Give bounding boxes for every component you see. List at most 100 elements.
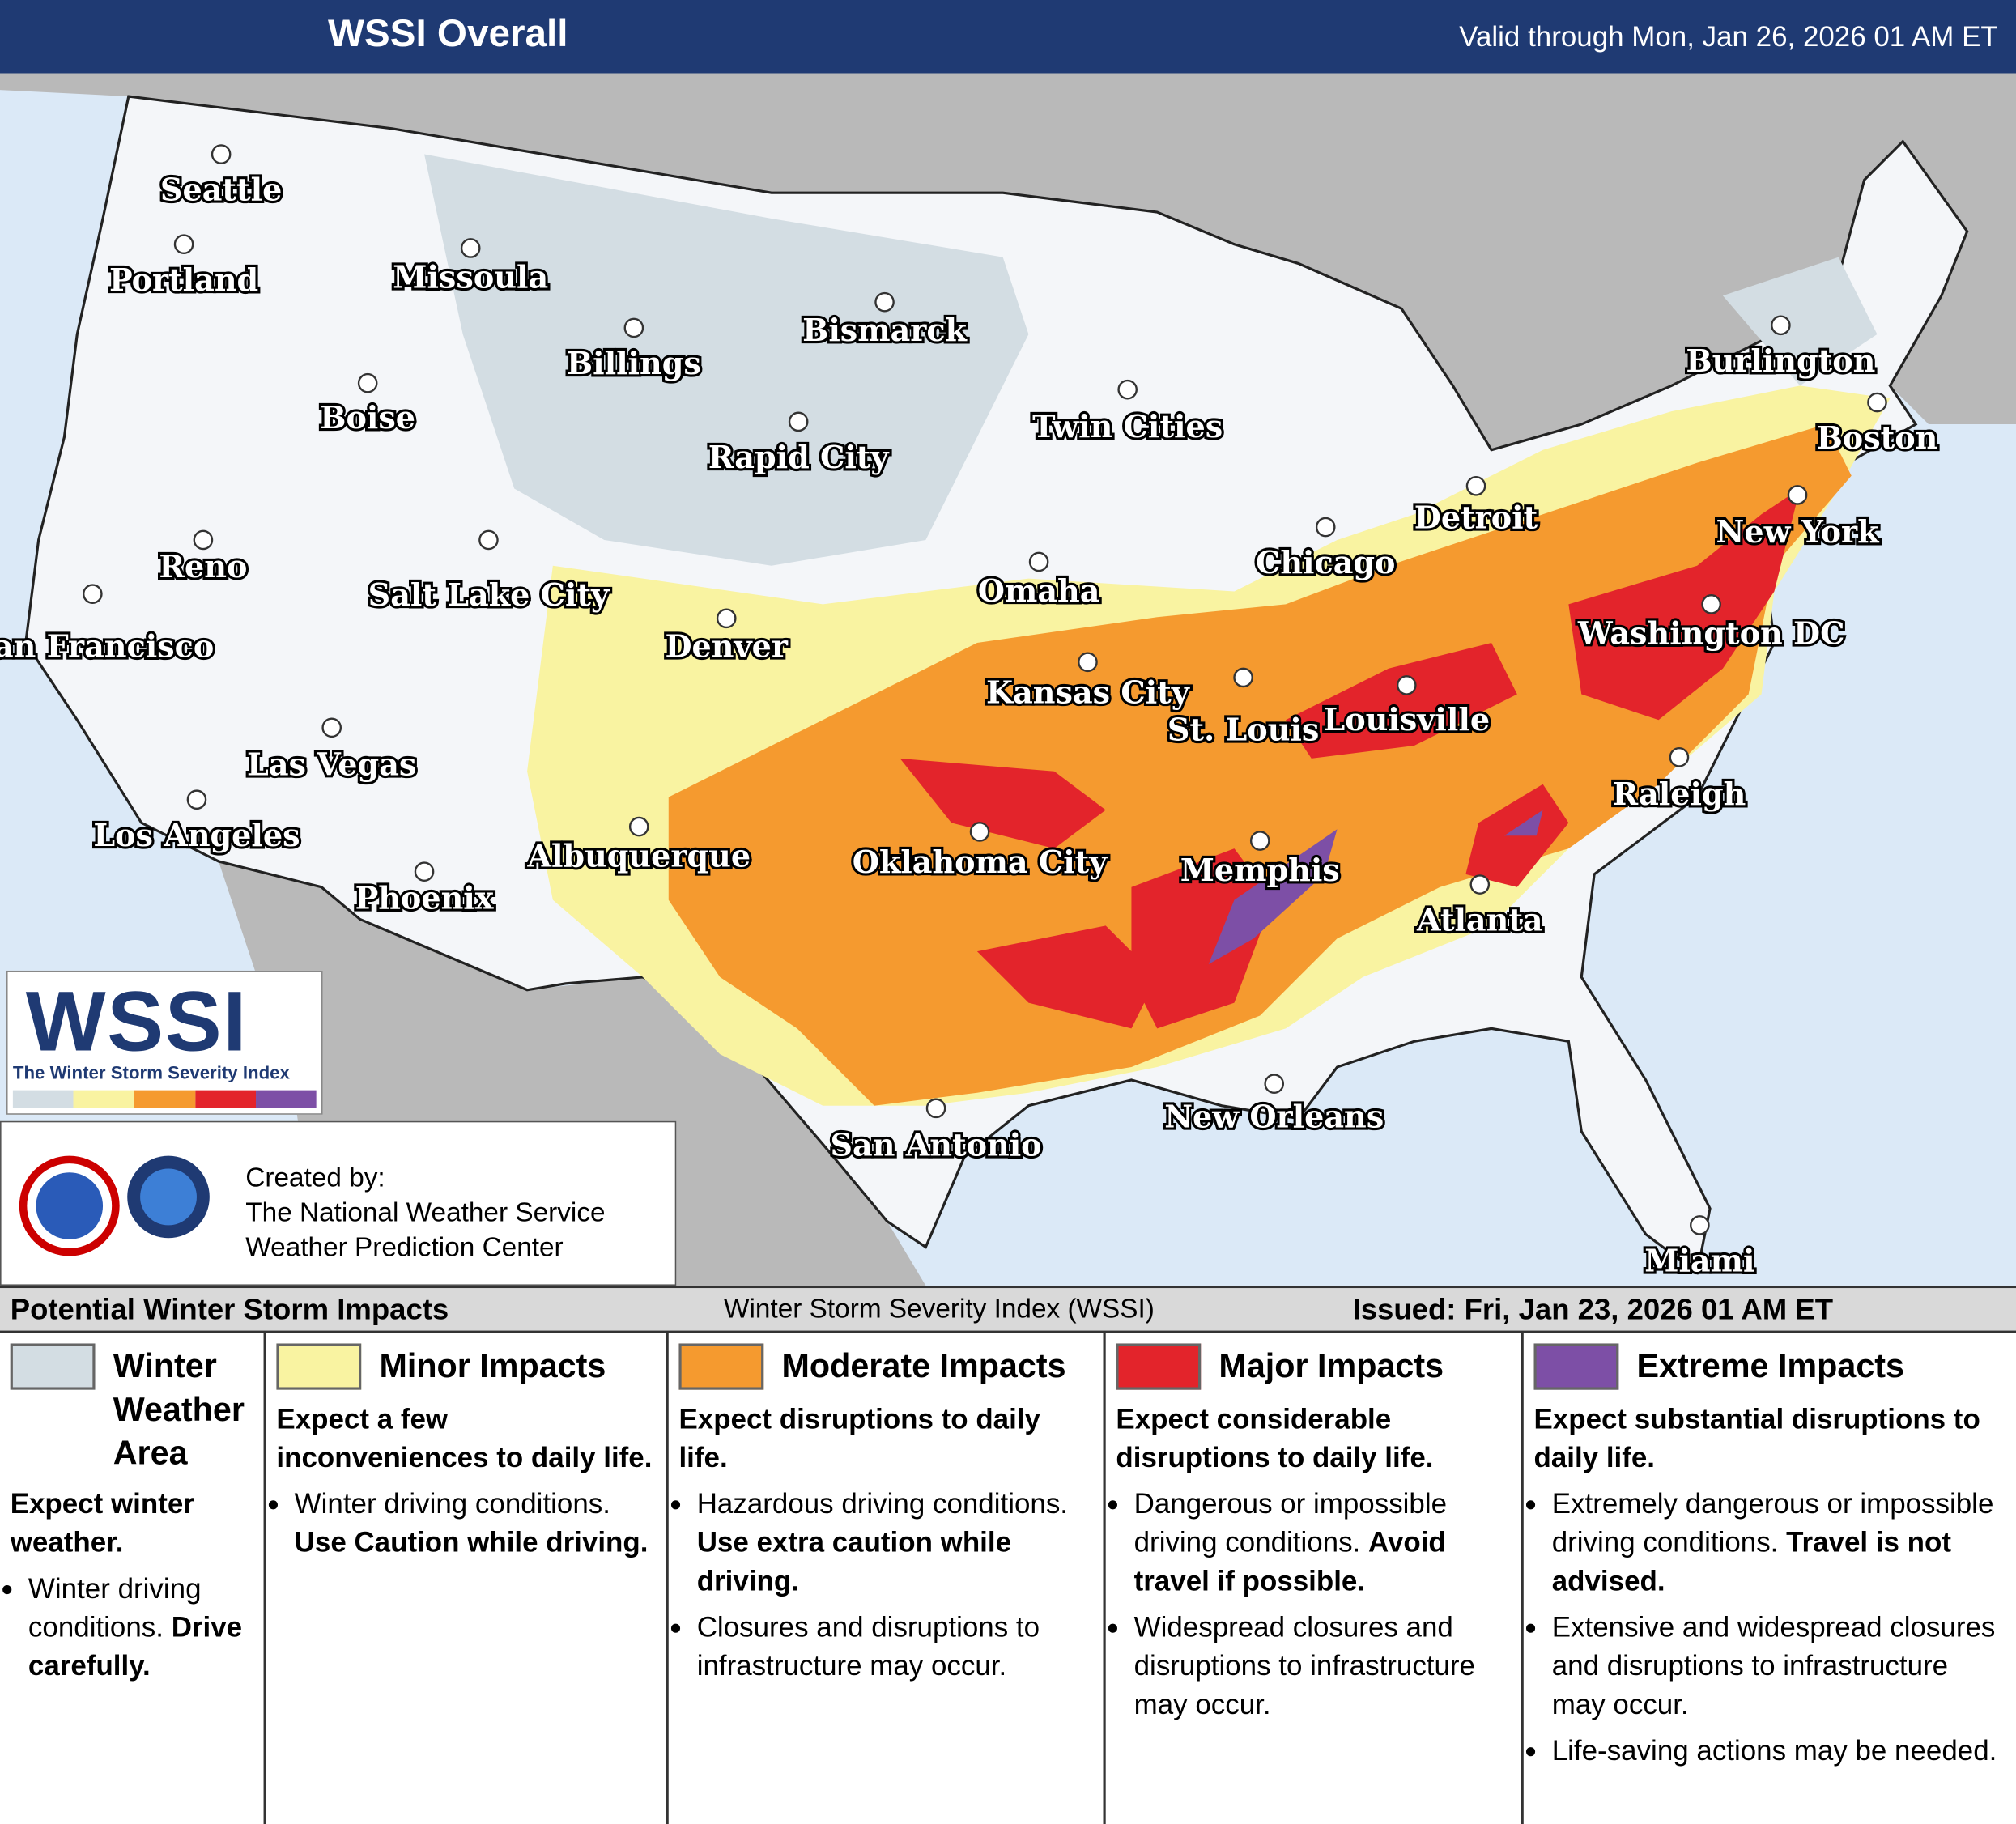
legend-column: Extreme Impacts Expect substantial disrup… xyxy=(1524,1333,2016,1824)
city-label: Seattle xyxy=(160,172,282,208)
legend-swatch xyxy=(1533,1343,1619,1390)
city-label: New Orleans xyxy=(1164,1099,1384,1135)
city-label: Louisville xyxy=(1323,701,1490,738)
bullet-text: Extremely dangerous or impossible drivin… xyxy=(1551,1487,1994,1558)
legend-bullet: Life-saving actions may be needed. xyxy=(1552,1732,2009,1771)
city-label: Las Vegas xyxy=(247,746,416,783)
city-marker xyxy=(1867,392,1887,413)
bullet-text: Winter driving conditions. xyxy=(294,1487,610,1520)
city-label: Raleigh xyxy=(1613,776,1746,812)
logo-color-bar xyxy=(12,1090,317,1108)
logo-swatch xyxy=(194,1090,256,1108)
city-marker xyxy=(969,822,990,842)
city-label: Salt Lake City xyxy=(368,576,610,613)
legend-bullet: Extremely dangerous or impossible drivin… xyxy=(1552,1485,2009,1601)
legend-column: Winter Weather Area Expect winter weather… xyxy=(0,1333,266,1824)
city-marker xyxy=(925,1098,946,1119)
legend-column: Major Impacts Expect considerable disrupt… xyxy=(1106,1333,1524,1824)
nws-logo-center xyxy=(36,1172,104,1239)
legend-head: Winter Weather Area xyxy=(10,1343,256,1474)
bullet-text: Widespread closures and disruptions to i… xyxy=(1133,1610,1475,1720)
legend-category: Extreme Impacts xyxy=(1636,1346,1905,1385)
city-label: Kansas City xyxy=(986,674,1191,711)
city-marker xyxy=(478,529,499,551)
legend-title: Potential Winter Storm Impacts xyxy=(10,1291,449,1326)
city-marker xyxy=(1396,675,1417,695)
legend-bullet: Dangerous or impossible driving conditio… xyxy=(1134,1485,1513,1601)
city-marker xyxy=(1264,1074,1285,1094)
city-label: Los Angeles xyxy=(93,817,300,853)
city-label: Miami xyxy=(1644,1243,1754,1279)
canada xyxy=(0,73,2016,450)
bullet-emphasis: Use Caution while driving. xyxy=(294,1525,649,1558)
credits-line: Weather Prediction Center xyxy=(245,1232,564,1263)
legend-swatch xyxy=(1116,1343,1202,1390)
legend-summary: Expect substantial disruptions to daily … xyxy=(1533,1402,1980,1473)
city-marker xyxy=(1787,485,1808,505)
city-marker xyxy=(874,291,895,313)
city-label: Omaha xyxy=(978,572,1100,609)
city-label: Rapid City xyxy=(708,439,891,475)
city-marker xyxy=(1315,517,1336,538)
credits-line: Created by: xyxy=(245,1163,385,1193)
legend-head: Major Impacts xyxy=(1116,1343,1513,1390)
title: WSSI Overall xyxy=(327,12,568,56)
city-label: Washington DC xyxy=(1577,615,1845,652)
header: WSSI Overall Valid through Mon, Jan 26, … xyxy=(0,0,2016,74)
city-label: Oklahoma City xyxy=(853,844,1109,880)
legend-bullets: Extremely dangerous or impossible drivin… xyxy=(1533,1485,2008,1771)
city-label: Memphis xyxy=(1180,852,1340,888)
city-marker xyxy=(211,144,232,164)
legend-column: Minor Impacts Expect a few inconveniences… xyxy=(266,1333,669,1824)
logo-swatch xyxy=(12,1090,74,1108)
city-marker xyxy=(1028,551,1049,572)
legend-category: Winter Weather Area xyxy=(113,1346,245,1473)
city-marker xyxy=(83,584,103,604)
legend-bullets: Winter driving conditions. Drive careful… xyxy=(11,1570,256,1686)
city-marker xyxy=(623,317,644,338)
legend-bullet: Hazardous driving conditions. Use extra … xyxy=(697,1485,1095,1601)
city-label: Atlanta xyxy=(1416,902,1543,938)
city-marker xyxy=(1690,1215,1710,1235)
legend-head: Moderate Impacts xyxy=(678,1343,1095,1390)
logo-swatch xyxy=(73,1090,134,1108)
legend-head: Extreme Impacts xyxy=(1533,1343,2008,1390)
legend-swatch xyxy=(276,1343,362,1390)
city-label: San Antonio xyxy=(831,1127,1042,1163)
bullet-emphasis: Use extra caution while driving. xyxy=(696,1525,1012,1597)
city-label: Albuquerque xyxy=(526,837,751,874)
city-label: Missoula xyxy=(393,259,548,295)
agency-logos xyxy=(19,1155,210,1256)
city-label: Detroit xyxy=(1414,500,1538,536)
city-label: Boise xyxy=(320,399,415,436)
city-label: Reno xyxy=(159,548,247,585)
logo-swatch xyxy=(255,1090,317,1108)
legend-bullet: Closures and disruptions to infrastructu… xyxy=(697,1609,1095,1686)
winter-weather-area xyxy=(424,154,1878,566)
city-label: Phoenix xyxy=(355,880,494,916)
moderate-impacts-area xyxy=(668,424,1852,1106)
legend-bullets: Winter driving conditions. Use Caution w… xyxy=(276,1485,658,1562)
city-marker xyxy=(788,411,809,432)
city-label: San Francisco xyxy=(0,627,214,664)
city-marker xyxy=(1233,667,1253,688)
city-marker xyxy=(1469,874,1491,895)
city-label: Portland xyxy=(109,261,258,298)
city-label: Burlington xyxy=(1686,342,1875,379)
noaa-logo-center xyxy=(140,1168,197,1226)
bullet-text: Life-saving actions may be needed. xyxy=(1551,1734,1997,1767)
legend-column: Moderate Impacts Expect disruptions to da… xyxy=(669,1333,1106,1824)
city-marker xyxy=(1771,315,1791,336)
legend-head: Minor Impacts xyxy=(276,1343,658,1390)
city-label: New York xyxy=(1716,513,1881,550)
legend-bullets: Dangerous or impossible driving conditio… xyxy=(1116,1485,1513,1724)
city-marker xyxy=(1078,652,1098,673)
credits: Created by: The National Weather Service W… xyxy=(0,1120,677,1286)
city-marker xyxy=(414,861,435,882)
legend-bullets: Hazardous driving conditions. Use extra … xyxy=(678,1485,1095,1686)
extreme-impacts-area xyxy=(1208,810,1543,965)
legend-columns: Winter Weather Area Expect winter weather… xyxy=(0,1333,2016,1824)
legend-swatch xyxy=(678,1343,764,1390)
major-impacts-area xyxy=(900,488,1801,1029)
